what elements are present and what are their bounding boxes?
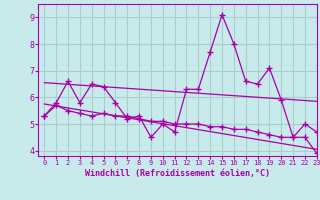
X-axis label: Windchill (Refroidissement éolien,°C): Windchill (Refroidissement éolien,°C) [85, 169, 270, 178]
